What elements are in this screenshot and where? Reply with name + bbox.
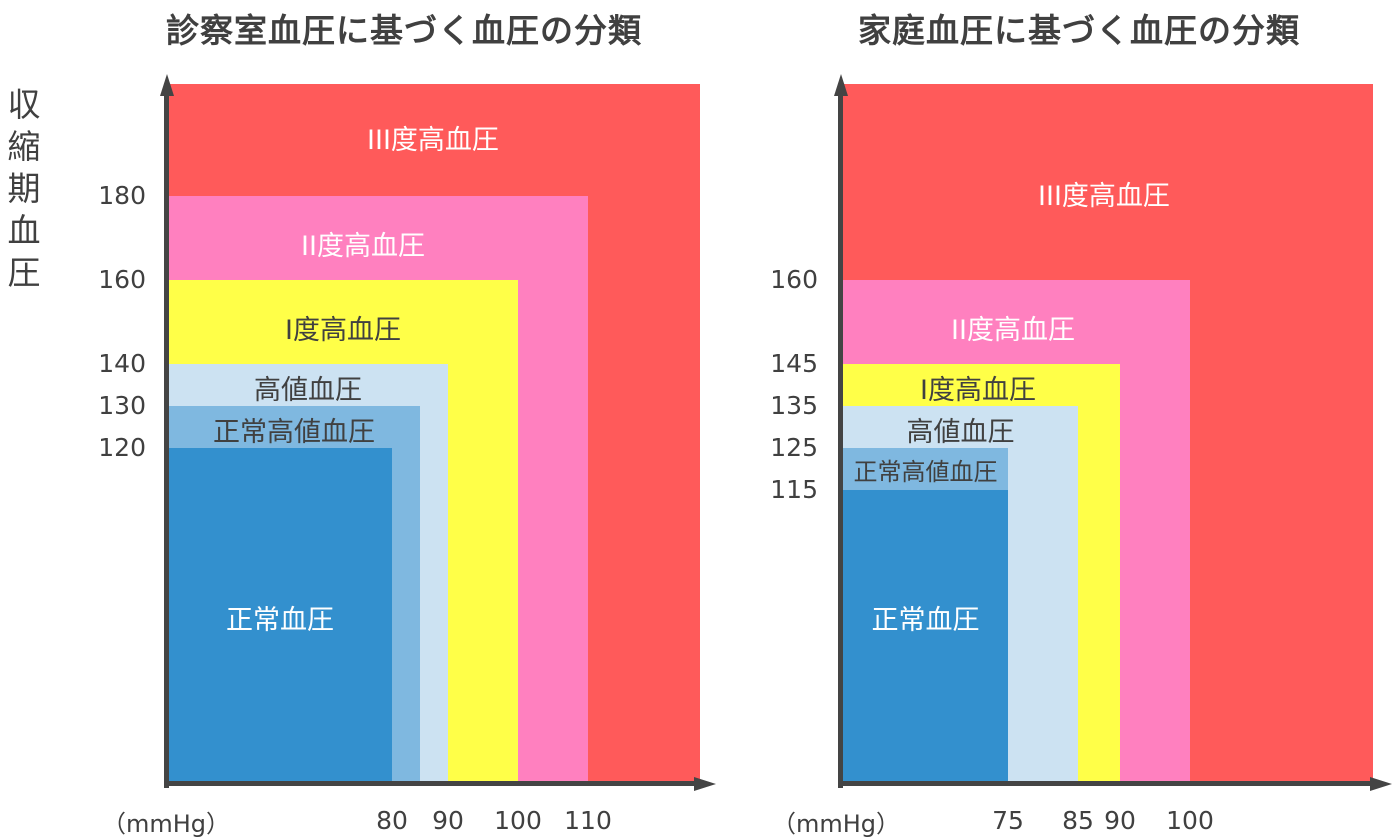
- right-xtick-90: 90: [1104, 806, 1136, 835]
- left-label-grade2: II度高血圧: [301, 231, 425, 262]
- right-x-axis: [838, 781, 1374, 786]
- left-unit-label: （mmHg）: [102, 810, 231, 838]
- right-xtick-75: 75: [992, 806, 1024, 835]
- left-ytick-180: 180: [98, 181, 146, 210]
- right-box-normal: 正常血圧: [843, 490, 1008, 783]
- left-y-axis: [164, 96, 169, 788]
- right-label-elevated: 高値血圧: [906, 417, 1015, 448]
- right-xtick-100: 100: [1166, 806, 1214, 835]
- right-chart-title: 家庭血圧に基づく血圧の分類: [858, 11, 1300, 50]
- right-y-axis: [838, 96, 843, 788]
- left-ytick-120: 120: [98, 433, 146, 462]
- right-label-grade2: II度高血圧: [951, 315, 1075, 346]
- right-xtick-85: 85: [1062, 806, 1094, 835]
- left-chart-title: 診察室血圧に基づく血圧の分類: [166, 11, 642, 50]
- left-xtick-80: 80: [376, 806, 408, 835]
- right-x-axis-arrow-icon: [1370, 776, 1392, 791]
- left-xtick-100: 100: [494, 806, 542, 835]
- left-xtick-110: 110: [564, 806, 612, 835]
- right-y-axis-arrow-icon: [833, 74, 848, 96]
- left-x-axis-arrow-icon: [694, 776, 716, 791]
- right-label-grade3: III度高血圧: [1038, 181, 1170, 212]
- left-label-elevated: 高値血圧: [254, 375, 362, 406]
- left-xtick-90: 90: [432, 806, 464, 835]
- right-unit-label: （mmHg）: [772, 810, 901, 838]
- right-label-grade1: I度高血圧: [920, 375, 1036, 406]
- left-label-normal: 正常血圧: [226, 605, 334, 636]
- left-ytick-140: 140: [98, 349, 146, 378]
- left-label-grade1: I度高血圧: [285, 315, 401, 346]
- right-ytick-125: 125: [770, 433, 818, 462]
- left-y-axis-arrow-icon: [159, 74, 174, 96]
- left-ytick-160: 160: [98, 265, 146, 294]
- right-ytick-145: 145: [770, 349, 818, 378]
- left-x-axis: [164, 781, 698, 786]
- y-axis-label: 収 縮 期 血 圧: [7, 85, 41, 292]
- right-label-normal: 正常血圧: [871, 605, 980, 636]
- right-ytick-160: 160: [770, 265, 818, 294]
- left-ytick-130: 130: [98, 391, 146, 420]
- left-label-high-normal: 正常高値血圧: [213, 417, 375, 448]
- right-label-high-normal: 正常高値血圧: [853, 458, 998, 486]
- right-ytick-115: 115: [770, 475, 818, 504]
- left-label-grade3: III度高血圧: [367, 125, 499, 156]
- right-ytick-135: 135: [770, 391, 818, 420]
- left-box-normal: 正常血圧: [168, 448, 392, 783]
